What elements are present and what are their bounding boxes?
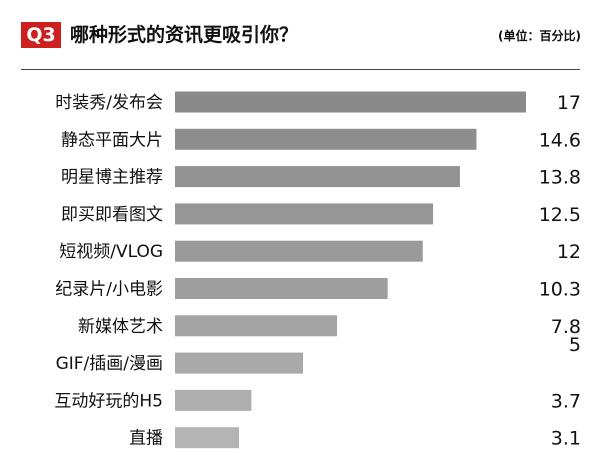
category-label: 短视频/VLOG <box>59 242 163 262</box>
category-label: 静态平面大片 <box>61 130 163 150</box>
category-label: GIF/插画/漫画 <box>56 354 163 374</box>
value-label: 7.8 <box>551 316 581 338</box>
category-label: 时装秀/发布会 <box>55 93 163 113</box>
category-label: 直播 <box>129 429 163 449</box>
chart-header: Q3 哪种形式的资讯更吸引你？ (单位：百分比) <box>21 22 581 48</box>
bar <box>175 240 423 262</box>
bar <box>175 128 477 150</box>
value-label: 13.8 <box>539 167 581 189</box>
header-divider <box>21 69 580 70</box>
category-label: 即买即看图文 <box>61 205 163 225</box>
category-label: 互动好玩的H5 <box>54 391 163 411</box>
bar <box>175 166 460 188</box>
bar <box>175 389 252 411</box>
value-label: 12 <box>557 241 581 263</box>
bar <box>175 278 388 299</box>
category-label: 明星博主推荐 <box>61 168 163 188</box>
category-label: 纪录片/小电影 <box>55 280 163 300</box>
value-label: 5 <box>569 334 581 356</box>
bar <box>175 427 240 449</box>
question-badge: Q3 <box>21 22 61 48</box>
bar <box>175 91 526 113</box>
value-label: 3.1 <box>551 428 581 450</box>
chart-title: 哪种形式的资讯更吸引你？ <box>70 24 299 46</box>
bar <box>175 315 338 337</box>
bar <box>175 203 434 225</box>
bar <box>175 352 304 374</box>
value-label: 14.6 <box>539 129 581 151</box>
value-label: 12.5 <box>539 204 581 226</box>
value-label: 10.3 <box>539 279 581 301</box>
category-label: 新媒体艺术 <box>78 317 163 337</box>
value-label: 17 <box>557 92 581 114</box>
value-label: 3.7 <box>551 390 581 412</box>
unit-note: (单位：百分比) <box>498 29 581 43</box>
